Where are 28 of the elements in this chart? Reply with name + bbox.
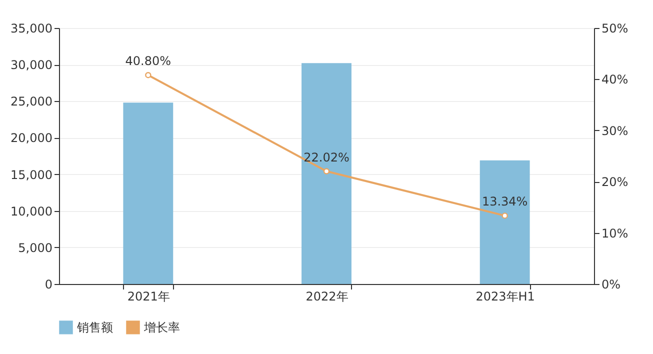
bar	[480, 160, 530, 284]
y-tick-label: 0	[44, 278, 52, 292]
y-tick-label: 25,000	[10, 94, 52, 109]
x-tick-label: 2022年	[306, 290, 348, 304]
bar	[302, 63, 352, 284]
y2-tick-label: 10%	[602, 226, 628, 240]
y-tick-label: 30,000	[10, 58, 52, 72]
legend-label: 销售额	[76, 320, 113, 334]
point	[323, 168, 330, 174]
bar	[123, 102, 174, 284]
x-tick-label: 2021年	[127, 290, 170, 304]
y2-tick-label: 0%	[602, 278, 621, 292]
point	[145, 72, 152, 78]
y2-tick-label: 40%	[602, 72, 628, 87]
point	[502, 212, 508, 219]
data-label: 40.80%	[125, 54, 172, 68]
data-label: 13.34%	[482, 194, 528, 209]
y-tick-label: 5,000	[18, 240, 52, 255]
y2-tick-label: 20%	[602, 175, 628, 190]
data-label: 22.02%	[304, 150, 350, 164]
y-tick-label: 20,000	[10, 131, 52, 146]
y2-tick-label: 50%	[602, 22, 628, 36]
y-tick-label: 35,000	[10, 22, 52, 36]
x-tick-label: 2023年H1	[476, 290, 535, 304]
y-tick-label: 10,000	[10, 204, 52, 218]
y2-tick-label: 30%	[602, 124, 628, 138]
y-tick-label: 15,000	[10, 168, 52, 182]
legend-label: 增长率	[143, 320, 180, 334]
